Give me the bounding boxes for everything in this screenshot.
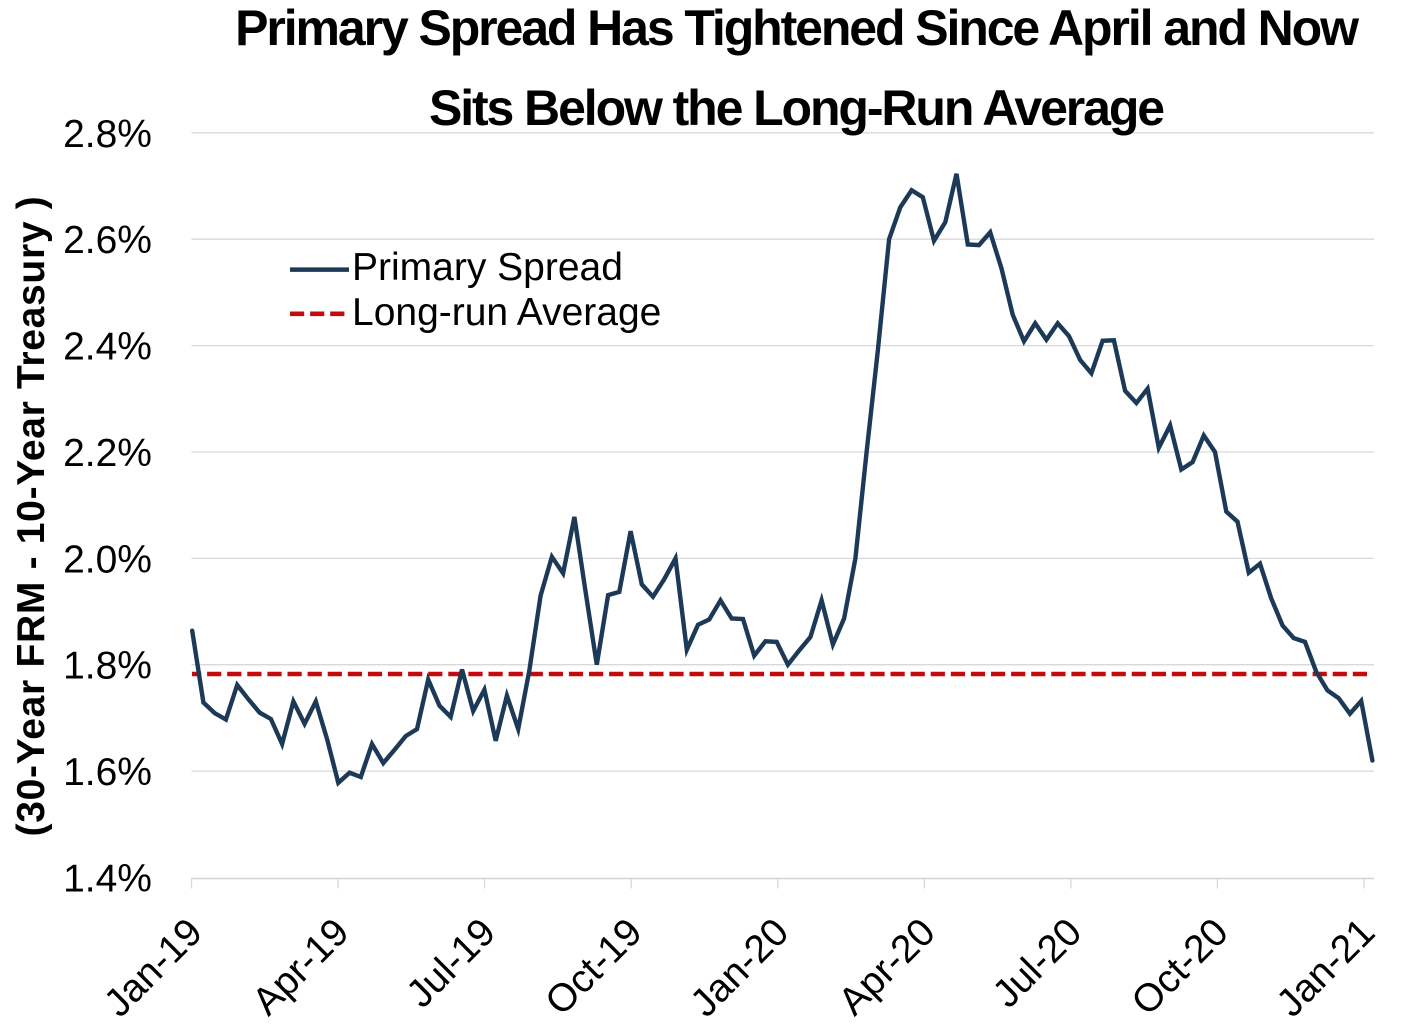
svg-text:2.6%: 2.6% bbox=[63, 219, 152, 262]
svg-text:2.0%: 2.0% bbox=[63, 538, 152, 581]
svg-text:2.4%: 2.4% bbox=[63, 326, 152, 369]
svg-text:Long-run Average: Long-run Average bbox=[352, 291, 661, 334]
svg-text:2.8%: 2.8% bbox=[63, 113, 152, 156]
svg-text:Primary Spread: Primary Spread bbox=[352, 246, 623, 289]
svg-text:1.6%: 1.6% bbox=[63, 751, 152, 794]
svg-text:1.4%: 1.4% bbox=[63, 858, 152, 901]
svg-text:(30-Year FRM - 10-Year Treasur: (30-Year FRM - 10-Year Treasury ) bbox=[10, 196, 53, 837]
svg-text:2.2%: 2.2% bbox=[63, 432, 152, 475]
svg-text:Primary Spread Has Tightened S: Primary Spread Has Tightened Since April… bbox=[235, 0, 1359, 56]
svg-text:Sits Below the Long-Run Averag: Sits Below the Long-Run Average bbox=[429, 80, 1164, 136]
svg-text:1.8%: 1.8% bbox=[63, 645, 152, 688]
